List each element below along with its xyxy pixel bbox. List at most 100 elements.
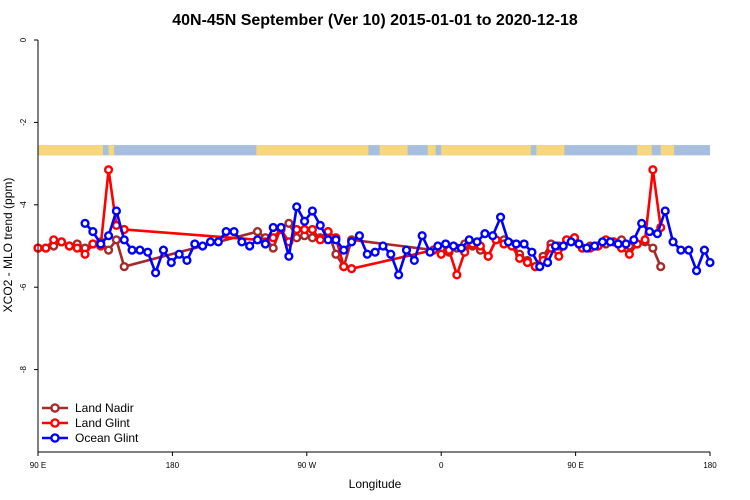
chart-title: 40N-45N September (Ver 10) 2015-01-01 to… — [172, 12, 578, 29]
ocean-glint-point — [535, 262, 545, 272]
ocean-glint-point — [111, 206, 122, 216]
ocean-glint-point — [347, 237, 357, 247]
ocean-glint-point — [542, 257, 553, 268]
land-glint-point — [268, 233, 278, 243]
ocean-glint-point — [456, 243, 466, 253]
land-nadir-point — [268, 243, 278, 253]
ocean-glint-point — [550, 241, 561, 251]
ocean-glint-point — [182, 255, 192, 266]
ocean-glint-point — [409, 255, 419, 266]
ocean-glint-point — [566, 237, 576, 247]
ocean-glint-point — [613, 239, 623, 249]
ocean-glint-point — [370, 247, 380, 257]
ocean-glint-point — [354, 231, 365, 241]
legend-label: Ocean Glint — [75, 431, 139, 445]
ocean-glint-point — [245, 241, 255, 251]
ocean-glint-point — [590, 241, 600, 251]
x-tick-label: 180 — [703, 461, 717, 470]
ocean-glint-point — [307, 206, 318, 216]
ocean-glint-point — [190, 239, 200, 249]
ocean-glint-point — [174, 249, 184, 259]
ocean-glint-point — [668, 237, 678, 247]
ocean-glint-point — [103, 231, 114, 241]
land-nadir-point — [292, 233, 302, 243]
land-band-segment — [108, 145, 115, 156]
legend-item-land-nadir: Land Nadir — [42, 401, 134, 415]
ocean-glint-point — [425, 247, 435, 257]
ocean-glint-point — [574, 239, 584, 249]
land-glint-point — [339, 262, 349, 272]
axes: 90 E 180 90 W 0 90 E 180 0 -2 -4 -6 -8 — [19, 37, 717, 470]
ocean-glint-point — [151, 268, 161, 278]
ocean-glint-point — [472, 237, 482, 247]
y-tick-label: -6 — [19, 283, 28, 291]
land-glint-point — [299, 224, 310, 235]
x-tick-label: 90 E — [30, 461, 46, 470]
ocean-glint-point — [488, 231, 498, 241]
y-tick-label: -8 — [19, 365, 28, 373]
ocean-glint-point — [495, 212, 506, 222]
x-tick-label: 90 W — [297, 461, 316, 470]
y-tick-label: 0 — [19, 37, 28, 42]
ocean-glint-point — [558, 241, 568, 251]
legend-label: Land Glint — [75, 416, 130, 430]
land-band-segment — [427, 145, 436, 156]
ocean-glint-point — [691, 266, 702, 276]
land-glint-point — [347, 264, 357, 274]
land-glint-point — [452, 270, 462, 280]
ocean-glint-point — [143, 247, 153, 257]
land-glint-point — [315, 235, 325, 245]
ocean-glint-point — [378, 241, 388, 251]
ocean-glint-point — [386, 249, 396, 259]
ocean-glint-point — [268, 222, 278, 233]
land-glint-point — [64, 241, 74, 251]
land-glint-point — [483, 251, 493, 261]
y-axis-label: XCO2 - MLO trend (ppm) — [1, 178, 15, 313]
ocean-glint-point — [448, 241, 459, 251]
ocean-glint-point — [582, 243, 592, 253]
ocean-band — [38, 145, 710, 156]
x-axis-label: Longitude — [349, 477, 402, 491]
ocean-glint-point — [605, 237, 615, 247]
land-glint-point — [436, 249, 446, 259]
ocean-glint-point — [166, 257, 176, 268]
land-glint-line — [38, 168, 662, 277]
ocean-glint-point — [362, 249, 372, 259]
land-band-segment — [441, 145, 531, 156]
land-nadir-point — [307, 233, 318, 243]
land-band-segment — [637, 145, 652, 156]
land-nadir-point — [656, 262, 666, 272]
ocean-glint-point — [629, 235, 639, 245]
ocean-glint-point — [684, 245, 694, 255]
land-glint-point — [648, 165, 658, 175]
ocean-glint-point — [660, 206, 670, 216]
ocean-glint-point — [401, 245, 412, 255]
ocean-glint-point — [299, 216, 310, 226]
ocean-glint-point — [198, 241, 208, 251]
land-nadir-point — [648, 243, 658, 253]
ocean-glint-point — [158, 245, 169, 255]
series-ocean-glint — [80, 202, 715, 280]
ocean-glint-point — [621, 239, 631, 249]
land-band-segment — [536, 145, 565, 156]
ocean-glint-point — [127, 245, 137, 255]
land-nadir-point — [111, 235, 122, 245]
land-glint-point — [522, 257, 533, 268]
land-nadir-point — [252, 226, 263, 237]
y-tick-label: -4 — [19, 201, 28, 209]
legend-swatch-marker — [50, 418, 60, 428]
ocean-glint-point — [519, 239, 529, 249]
ocean-glint-point — [480, 229, 490, 239]
ocean-glint-point — [260, 239, 270, 249]
ocean-glint-point — [441, 239, 451, 249]
land-nadir-point — [103, 245, 114, 255]
ocean-glint-point — [339, 245, 349, 255]
land-glint-point — [624, 249, 634, 259]
ocean-glint-point — [252, 235, 263, 245]
y-tick-label: -2 — [19, 118, 28, 126]
ocean-glint-point — [205, 237, 216, 247]
legend-item-land-glint: Land Glint — [42, 416, 130, 430]
ocean-glint-point — [433, 241, 443, 251]
land-ocean-band — [38, 145, 710, 156]
land-glint-point — [103, 165, 114, 175]
